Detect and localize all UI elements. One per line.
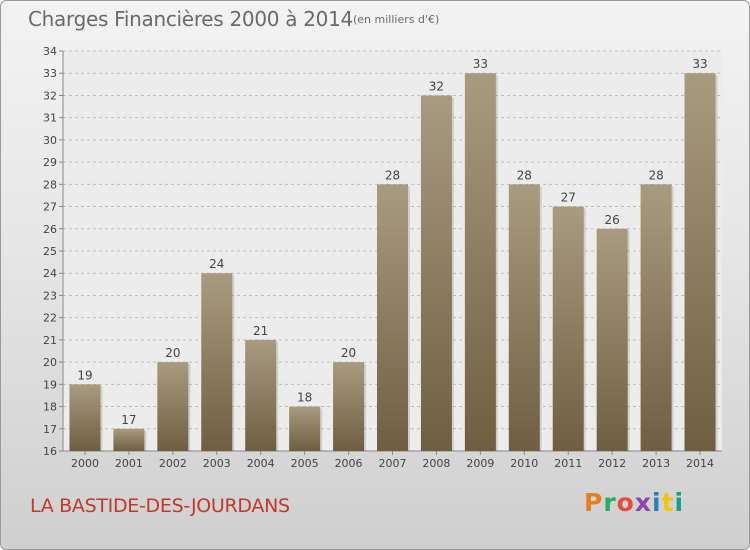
y-tick-label: 30 <box>43 134 57 147</box>
brand-letter: r <box>603 488 617 517</box>
data-label: 28 <box>517 168 532 182</box>
x-tick-label: 2009 <box>466 457 494 470</box>
data-label: 32 <box>429 79 444 93</box>
data-label: 19 <box>77 368 92 382</box>
bar <box>596 228 628 451</box>
x-tick-label: 2010 <box>510 457 538 470</box>
bar <box>113 428 145 451</box>
data-label: 26 <box>605 213 620 227</box>
brand-letter: t <box>661 488 675 517</box>
x-tick-label: 2011 <box>554 457 582 470</box>
x-tick-label: 2014 <box>686 457 714 470</box>
y-tick-label: 29 <box>43 156 57 169</box>
y-tick-label: 27 <box>43 201 57 214</box>
x-tick-label: 2013 <box>642 457 670 470</box>
brand-letter: i <box>652 488 662 517</box>
data-label: 18 <box>297 391 312 405</box>
x-tick-label: 2012 <box>598 457 626 470</box>
y-tick-label: 32 <box>43 89 57 102</box>
data-label: 28 <box>648 168 663 182</box>
commune-name: LA BASTIDE-DES-JOURDANS <box>30 495 290 517</box>
bar <box>333 362 365 451</box>
data-label: 27 <box>561 191 576 205</box>
x-tick-label: 2003 <box>203 457 231 470</box>
chart-unit: (en milliers d'€) <box>353 13 440 26</box>
y-tick-label: 19 <box>43 378 57 391</box>
x-tick-label: 2006 <box>335 457 363 470</box>
bar <box>377 184 408 452</box>
y-tick-label: 25 <box>43 245 57 258</box>
bar <box>157 362 189 451</box>
brand-letter: x <box>634 488 652 517</box>
chart-title: Charges Financières 2000 à 2014 <box>28 7 353 31</box>
y-tick-label: 34 <box>43 45 57 58</box>
bar <box>69 384 101 451</box>
data-label: 24 <box>209 257 224 271</box>
x-tick-label: 2000 <box>71 457 99 470</box>
y-tick-label: 22 <box>43 312 57 325</box>
y-tick-label: 16 <box>43 445 57 458</box>
data-label: 21 <box>253 324 268 338</box>
data-label: 33 <box>692 57 707 71</box>
y-tick-label: 33 <box>43 67 57 80</box>
brand-letter: P <box>584 488 604 517</box>
y-tick-label: 26 <box>43 223 57 236</box>
data-label: 28 <box>385 168 400 182</box>
x-tick-label: 2001 <box>115 457 143 470</box>
bar <box>508 184 540 452</box>
x-tick-label: 2004 <box>247 457 275 470</box>
x-tick-label: 2007 <box>379 457 407 470</box>
y-tick-label: 21 <box>43 334 57 347</box>
data-label: 20 <box>165 346 180 360</box>
data-label: 33 <box>473 57 488 71</box>
bar <box>684 73 716 451</box>
y-tick-label: 20 <box>43 356 57 369</box>
x-tick-label: 2002 <box>159 457 187 470</box>
bar <box>552 206 584 451</box>
y-tick-label: 31 <box>43 112 57 125</box>
data-label: 20 <box>341 346 356 360</box>
y-tick-label: 17 <box>43 423 57 436</box>
bar <box>289 406 321 451</box>
y-tick-label: 24 <box>43 267 57 280</box>
x-tick-label: 2008 <box>422 457 450 470</box>
bar <box>201 273 233 451</box>
brand-letter: o <box>616 488 635 517</box>
data-label: 17 <box>121 413 136 427</box>
bar <box>464 73 496 451</box>
x-tick-label: 2005 <box>291 457 319 470</box>
brand-letter: i <box>674 488 685 517</box>
y-tick-label: 28 <box>43 178 57 191</box>
bar <box>420 95 452 451</box>
proxiti-logo[interactable]: Proxiti <box>584 488 684 517</box>
y-tick-label: 23 <box>43 289 57 302</box>
bar <box>640 184 672 452</box>
y-tick-label: 18 <box>43 401 57 414</box>
bar <box>245 339 277 451</box>
